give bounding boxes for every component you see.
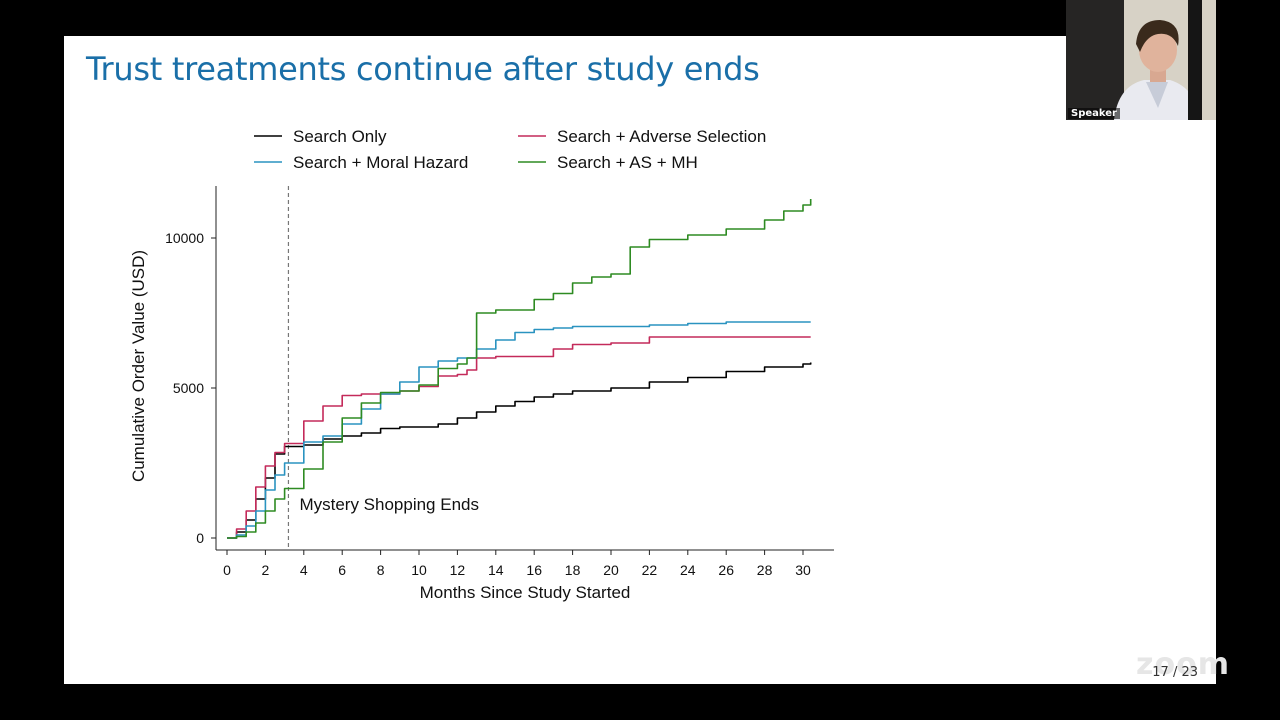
chart-legend: Search Only Search + Moral Hazard Search +… [254, 127, 766, 172]
y-tick-label: 10000 [165, 230, 204, 246]
legend-label: Search + Adverse Selection [557, 127, 766, 146]
slide: Trust treatments continue after study en… [64, 36, 1229, 684]
x-tick-label: 22 [642, 562, 658, 578]
line-chart: Search Only Search + Moral Hazard Search +… [129, 127, 834, 602]
series-line-3 [227, 199, 812, 539]
series-line-2 [227, 321, 811, 539]
x-tick-label: 0 [223, 562, 231, 578]
slide-page-number: 17 / 23 [1152, 665, 1198, 680]
vline-annotation: Mystery Shopping Ends [299, 495, 479, 514]
y-tick-label: 5000 [173, 380, 204, 396]
x-tick-label: 12 [450, 562, 466, 578]
x-tick-label: 10 [411, 562, 427, 578]
speaker-silhouette [1114, 20, 1200, 120]
slide-title: Trust treatments continue after study en… [86, 50, 760, 88]
x-tick-label: 8 [377, 562, 385, 578]
x-tick-label: 4 [300, 562, 308, 578]
video-frame-edge [1188, 0, 1202, 120]
x-tick-label: 6 [338, 562, 346, 578]
x-tick-label: 28 [757, 562, 773, 578]
y-axis-title: Cumulative Order Value (USD) [129, 250, 148, 482]
y-tick-label: 0 [196, 530, 204, 546]
x-tick-label: 24 [680, 562, 696, 578]
video-background [1066, 0, 1124, 120]
x-axis-title: Months Since Study Started [420, 583, 631, 602]
legend-label: Search + AS + MH [557, 153, 698, 172]
x-tick-label: 26 [718, 562, 734, 578]
series-lines [227, 199, 812, 539]
speaker-video-tile[interactable]: Speaker [1066, 0, 1216, 120]
x-tick-label: 30 [795, 562, 811, 578]
x-tick-label: 18 [565, 562, 581, 578]
zoom-watermark: zoom [1136, 647, 1230, 682]
speaker-name-label: Speaker [1068, 108, 1120, 119]
x-tick-label: 16 [526, 562, 542, 578]
series-line-0 [227, 362, 812, 539]
legend-label: Search Only [293, 127, 387, 146]
legend-label: Search + Moral Hazard [293, 153, 468, 172]
x-tick-label: 20 [603, 562, 619, 578]
x-tick-label: 14 [488, 562, 504, 578]
x-tick-label: 2 [262, 562, 270, 578]
